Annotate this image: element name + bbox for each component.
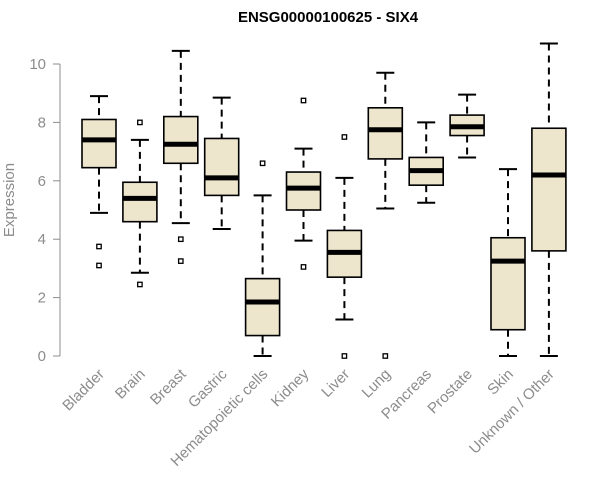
y-tick-label: 10 <box>29 56 46 73</box>
box-bladder <box>81 95 117 269</box>
chart-title: ENSG00000100625 - SIX4 <box>238 9 419 26</box>
y-tick-label: 6 <box>38 173 46 190</box>
outlier-point <box>137 281 143 288</box>
box-liver <box>326 134 363 359</box>
outlier-point <box>96 262 102 269</box>
box-brain <box>122 119 158 288</box>
box-breast <box>163 49 199 264</box>
outlier-point <box>259 160 266 167</box>
outlier-point <box>382 353 389 359</box>
box-lung <box>367 71 404 359</box>
x-tick-label: Brain <box>112 366 149 403</box>
x-tick-label: Lung <box>359 366 395 402</box>
box-iqr <box>244 277 281 337</box>
y-axis-label: Expression <box>1 163 18 237</box>
x-tick-label: Breast <box>147 365 190 408</box>
box-hematopoietic-cells <box>244 160 281 357</box>
x-tick-label: Skin <box>484 366 517 399</box>
outlier-point <box>137 119 143 126</box>
box-iqr <box>203 137 240 197</box>
outlier-point <box>300 264 307 270</box>
box-iqr <box>531 127 567 252</box>
box-iqr <box>163 115 199 165</box>
outlier-point <box>341 134 348 140</box>
x-tick-label: Kidney <box>268 365 313 410</box>
box-prostate <box>449 93 485 159</box>
outlier-point <box>177 258 184 264</box>
box-kidney <box>285 97 322 270</box>
y-axis: 0 2 4 6 8 10 <box>29 56 61 365</box>
box-iqr <box>285 171 322 211</box>
x-tick-label: Bladder <box>59 366 108 415</box>
box-iqr <box>490 236 526 331</box>
box-iqr <box>81 118 117 169</box>
box-gastric <box>203 96 240 230</box>
box-unknown-other <box>531 42 567 357</box>
y-tick-label: 4 <box>38 231 46 248</box>
y-tick-label: 0 <box>38 348 46 365</box>
y-tick-label: 8 <box>38 114 46 131</box>
outlier-point <box>341 353 348 359</box>
box-iqr <box>122 181 158 223</box>
x-tick-label: Liver <box>318 366 353 401</box>
outlier-point <box>300 97 307 104</box>
y-tick-label: 2 <box>38 290 46 307</box>
box-pancreas <box>408 121 445 204</box>
outlier-point <box>96 243 102 250</box>
box-group <box>81 42 567 359</box>
x-tick-label: Prostate <box>424 366 476 418</box>
box-skin <box>490 168 526 357</box>
outlier-point <box>177 236 184 243</box>
box-iqr <box>367 107 404 160</box>
